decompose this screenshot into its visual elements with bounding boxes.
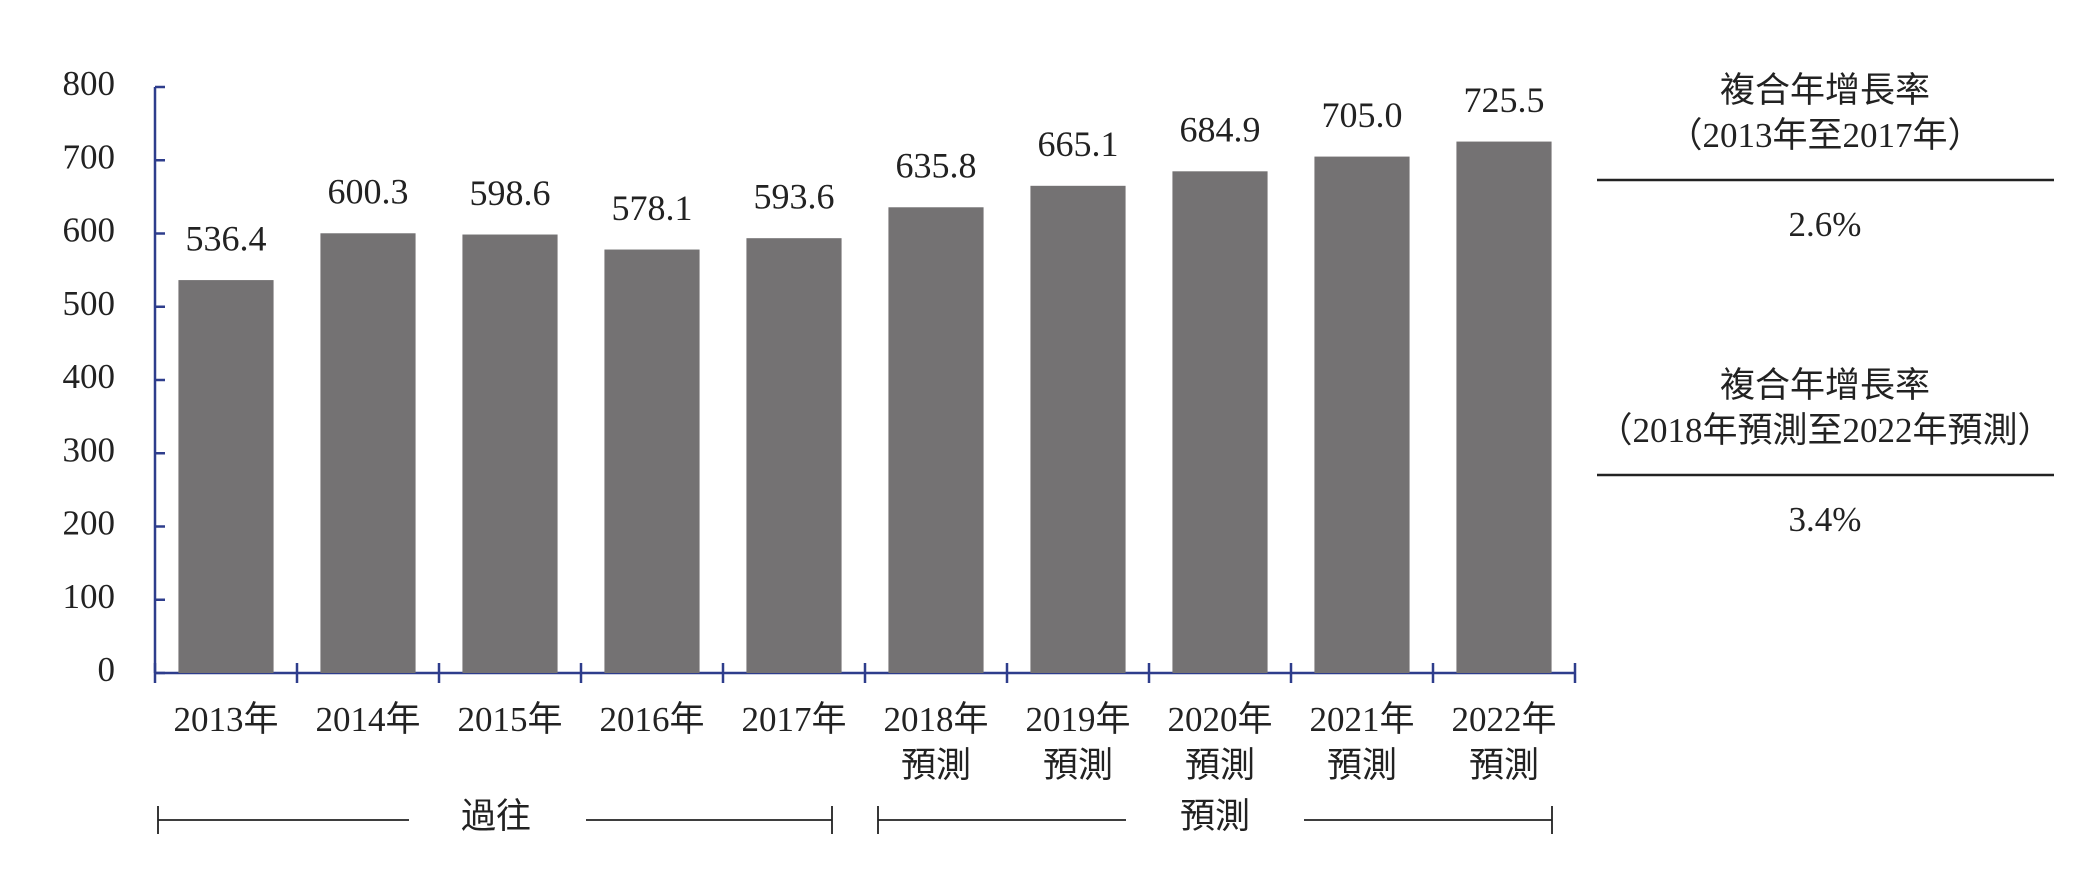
value-label: 598.6 xyxy=(470,173,551,213)
bar xyxy=(1456,141,1552,674)
y-tick-label: 400 xyxy=(63,357,116,396)
cagr-title: 複合年增長率 xyxy=(1720,71,1930,110)
y-tick-label: 0 xyxy=(98,650,116,689)
y-tick-label: 600 xyxy=(63,211,116,250)
x-tick-sublabel: 預測 xyxy=(1043,746,1113,785)
x-tick-sublabel: 預測 xyxy=(901,746,971,785)
cagr-period: （2013年至2017年） xyxy=(1667,116,1982,155)
value-label: 665.1 xyxy=(1038,124,1119,164)
x-tick-label: 2020年 xyxy=(1167,700,1272,739)
cagr-value: 3.4% xyxy=(1789,500,1862,539)
x-tick-label: 2022年 xyxy=(1451,700,1556,739)
bar xyxy=(888,207,984,674)
x-tick-label: 2015年 xyxy=(457,700,562,739)
x-tick-label: 2013年 xyxy=(173,700,278,739)
y-tick-label: 500 xyxy=(63,284,116,323)
value-label: 578.1 xyxy=(612,188,693,228)
x-tick-label: 2014年 xyxy=(315,700,420,739)
value-label: 725.5 xyxy=(1464,80,1545,120)
bar xyxy=(1030,185,1126,673)
x-tick-sublabel: 預測 xyxy=(1327,746,1397,785)
bar xyxy=(746,238,842,674)
period-label: 預測 xyxy=(1180,797,1250,836)
x-tick-sublabel: 預測 xyxy=(1469,746,1539,785)
x-tick-label: 2017年 xyxy=(741,700,846,739)
bar xyxy=(604,249,700,673)
value-label: 705.0 xyxy=(1322,95,1403,135)
y-tick-label: 100 xyxy=(63,577,116,616)
x-tick-label: 2021年 xyxy=(1309,700,1414,739)
y-tick-label: 800 xyxy=(63,64,116,103)
period-label: 過往 xyxy=(461,797,531,836)
value-label: 593.6 xyxy=(754,176,835,216)
bar xyxy=(1314,156,1410,673)
x-tick-label: 2018年 xyxy=(883,700,988,739)
bar xyxy=(1172,171,1268,674)
bar xyxy=(178,280,274,673)
x-tick-label: 2019年 xyxy=(1025,700,1130,739)
y-tick-label: 700 xyxy=(63,137,116,176)
cagr-period: （2018年預測至2022年預測） xyxy=(1597,411,2052,450)
value-label: 536.4 xyxy=(186,218,267,258)
bar xyxy=(462,234,558,673)
value-label: 635.8 xyxy=(896,146,977,186)
value-label: 600.3 xyxy=(328,172,409,212)
y-tick-label: 200 xyxy=(63,504,116,543)
bar xyxy=(320,233,416,673)
y-tick-label: 300 xyxy=(63,430,116,469)
x-tick-label: 2016年 xyxy=(599,700,704,739)
x-tick-sublabel: 預測 xyxy=(1185,746,1255,785)
value-label: 684.9 xyxy=(1180,110,1261,150)
cagr-title: 複合年增長率 xyxy=(1720,366,1930,405)
cagr-value: 2.6% xyxy=(1789,205,1862,244)
